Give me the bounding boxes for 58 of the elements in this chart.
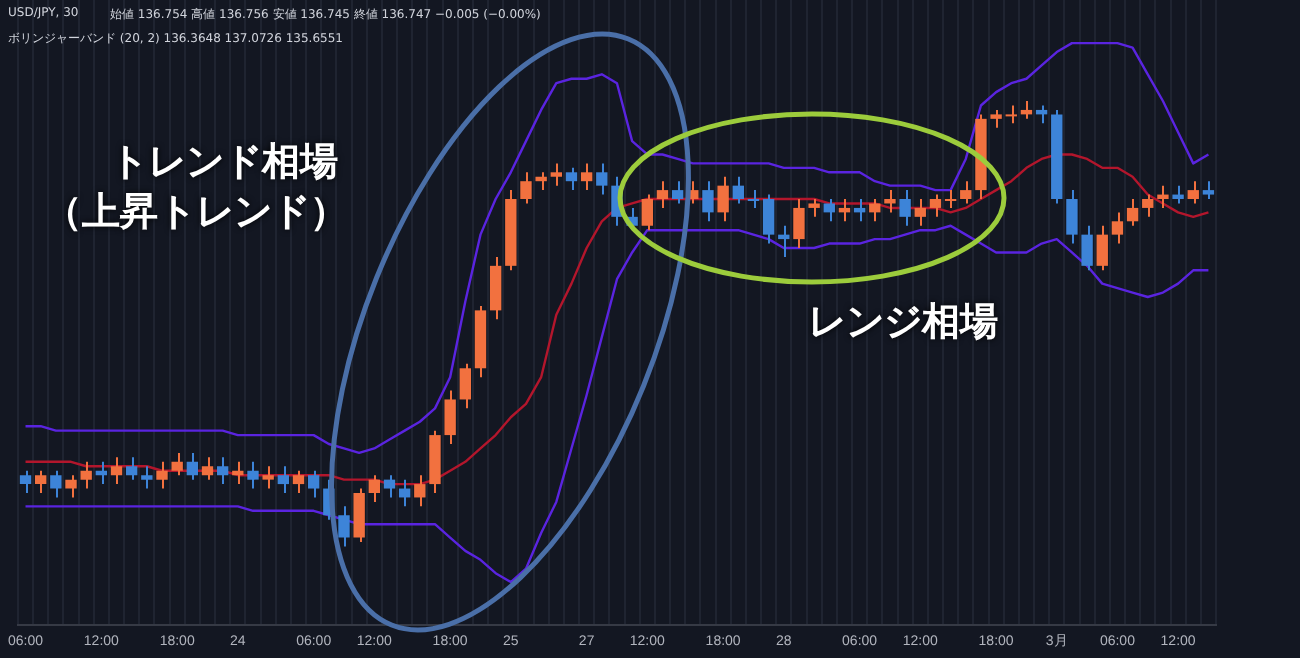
candlestick bbox=[1111, 211, 1124, 245]
candlestick bbox=[459, 362, 471, 410]
candlestick bbox=[793, 198, 805, 250]
candlestick bbox=[884, 189, 896, 214]
candlestick bbox=[201, 456, 214, 481]
candlestick bbox=[444, 389, 456, 445]
candlestick bbox=[216, 456, 229, 486]
candlestick bbox=[232, 460, 244, 486]
candlestick bbox=[1081, 224, 1093, 272]
candlestick bbox=[65, 474, 77, 499]
candlestick bbox=[762, 193, 775, 245]
candlestick bbox=[596, 162, 608, 196]
candlestick bbox=[383, 474, 396, 499]
candlestick bbox=[1142, 193, 1154, 218]
candlestick bbox=[899, 189, 911, 227]
candlestick bbox=[262, 465, 274, 490]
candlestick bbox=[550, 162, 562, 187]
annotation: トレンド相場 bbox=[110, 138, 338, 188]
candlestick bbox=[1066, 189, 1078, 245]
candlestick bbox=[717, 175, 729, 223]
candlestick bbox=[1096, 224, 1108, 272]
candlestick bbox=[277, 465, 290, 494]
candlestick bbox=[338, 505, 350, 548]
candlestick bbox=[960, 180, 972, 205]
candlestick bbox=[929, 193, 942, 218]
candlestick bbox=[80, 460, 92, 490]
candlestick bbox=[702, 180, 714, 223]
candlestick bbox=[186, 451, 199, 481]
candlestick bbox=[1187, 180, 1199, 205]
candlestick bbox=[141, 465, 153, 490]
annotation: レンジ相場 bbox=[808, 298, 998, 348]
candlestick bbox=[1126, 198, 1139, 227]
annotation: （上昇トレンド） bbox=[44, 188, 348, 238]
candlestick bbox=[414, 474, 426, 508]
candlestick bbox=[50, 469, 62, 499]
candlestick bbox=[1157, 184, 1169, 209]
candlestick bbox=[292, 469, 305, 494]
candlestick bbox=[914, 198, 926, 227]
candlestick bbox=[368, 474, 381, 503]
candlestick bbox=[641, 193, 653, 232]
candlestick bbox=[247, 460, 259, 490]
candlestick bbox=[353, 487, 365, 543]
candlestick bbox=[869, 198, 881, 223]
candlestick bbox=[732, 175, 744, 205]
candlestick bbox=[823, 198, 835, 223]
candlestick bbox=[565, 166, 578, 192]
candlestick bbox=[19, 469, 32, 494]
candlestick bbox=[171, 451, 183, 477]
candlestick bbox=[110, 456, 123, 486]
candlestick bbox=[656, 180, 669, 209]
candlestick bbox=[34, 469, 47, 494]
candlestick bbox=[307, 469, 320, 499]
candlestick bbox=[489, 255, 502, 321]
candlestick bbox=[520, 171, 532, 205]
candlestick bbox=[580, 162, 593, 192]
candlestick bbox=[156, 460, 168, 490]
candlestick bbox=[671, 180, 684, 205]
candlestick bbox=[125, 456, 138, 481]
